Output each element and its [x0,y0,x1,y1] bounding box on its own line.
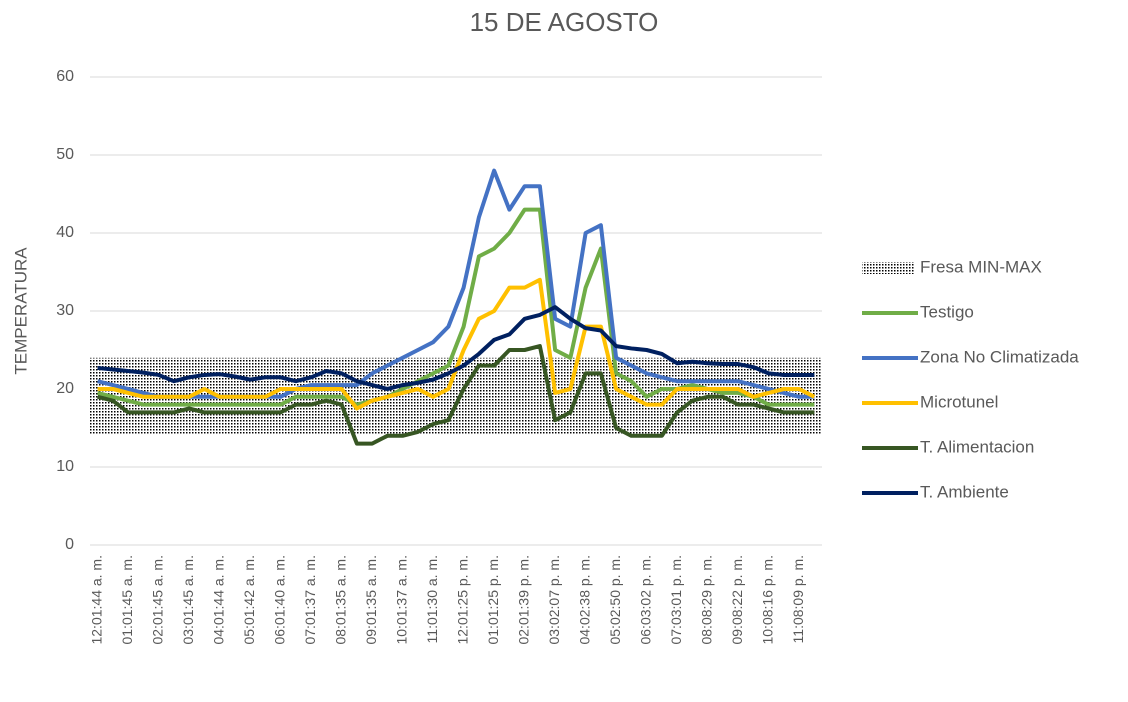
x-tick-label: 03:02:07 p. m. [546,555,562,645]
legend-label: Fresa MIN-MAX [920,257,1042,276]
x-tick-label: 01:01:45 a. m. [119,555,135,645]
x-tick-label: 02:01:39 p. m. [515,555,531,645]
x-tick-label: 03:01:45 a. m. [180,555,196,645]
legend-swatch [862,262,914,274]
x-tick-label: 05:02:50 p. m. [607,555,623,645]
x-tick-label: 06:01:40 a. m. [271,555,287,645]
x-tick-label: 04:02:38 p. m. [576,555,592,645]
legend-label: T. Ambiente [920,482,1009,501]
legend-label: T. Alimentacion [920,437,1034,456]
x-tick-label: 07:01:37 a. m. [302,555,318,645]
x-tick-label: 10:01:37 a. m. [393,555,409,645]
series-line [97,344,815,446]
x-tick-label: 09:08:22 p. m. [729,555,745,645]
x-tick-label: 05:01:42 a. m. [241,555,257,645]
series-line [97,305,815,391]
y-tick-label: 60 [56,68,74,85]
legend-label: Microtunel [920,392,998,411]
x-tick-label: 10:08:16 p. m. [759,555,775,645]
x-tick-label: 12:01:44 a. m. [88,555,104,645]
x-tick-label: 08:01:35 a. m. [332,555,348,645]
x-tick-label: 01:01:25 p. m. [485,555,501,645]
legend-label: Testigo [920,302,974,321]
x-tick-label: 11:08:09 p. m. [790,555,806,643]
y-axis-label: TEMPERATURA [11,247,30,375]
y-tick-label: 0 [65,536,74,553]
x-tick-label: 08:08:29 p. m. [698,555,714,645]
y-tick-label: 40 [56,224,74,241]
chart-title: 15 DE AGOSTO [470,7,659,37]
y-tick-label: 10 [56,458,74,475]
x-tick-label: 06:03:02 p. m. [637,555,653,645]
x-tick-label: 04:01:44 a. m. [210,555,226,645]
y-tick-label: 30 [56,302,74,319]
y-tick-label: 20 [56,380,74,397]
x-tick-label: 11:01:30 a. m. [424,555,440,643]
legend-label: Zona No Climatizada [920,347,1079,366]
x-tick-label: 12:01:25 p. m. [454,555,470,645]
x-tick-label: 02:01:45 a. m. [149,555,165,645]
series-line [97,207,815,407]
x-tick-label: 07:03:01 p. m. [668,555,684,645]
x-tick-label: 09:01:35 a. m. [363,555,379,645]
y-tick-label: 50 [56,146,74,163]
